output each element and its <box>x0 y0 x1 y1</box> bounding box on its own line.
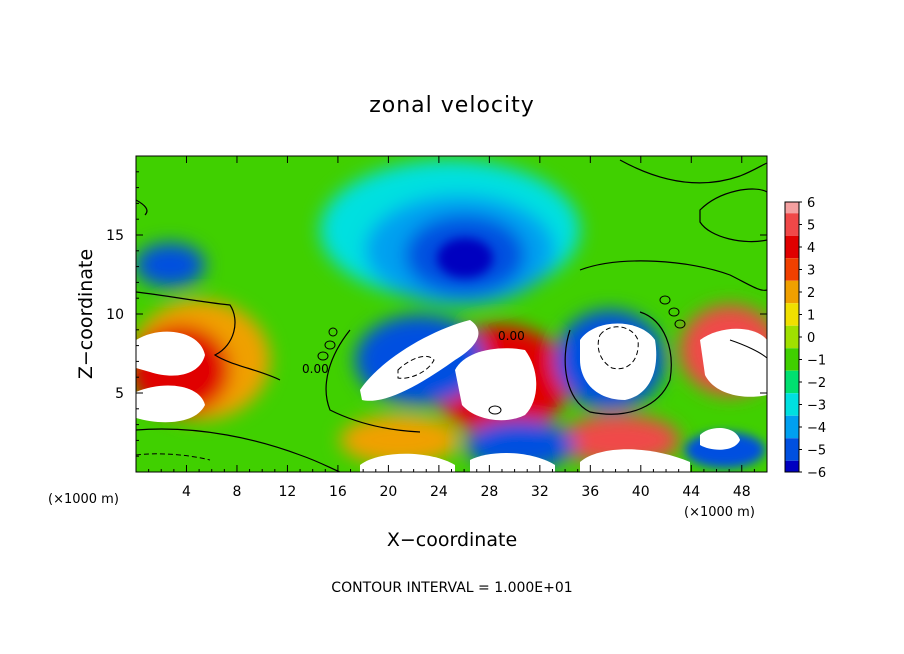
colorbar-tick-label: 2 <box>807 286 815 301</box>
colorbar-swatch <box>785 280 799 292</box>
x-tick-label: 28 <box>480 484 498 500</box>
colorbar-swatch <box>785 202 799 214</box>
colorbar-swatch <box>785 269 799 281</box>
colorbar-tick-label: 1 <box>807 309 815 324</box>
colorbar-tick-label: 4 <box>807 241 815 256</box>
y-axis-label: Z−coordinate <box>75 249 97 379</box>
colorbar-tick-label: −2 <box>807 376 826 391</box>
colorbar-tick-label: −1 <box>807 354 826 369</box>
x-unit-left: (×1000 m) <box>48 492 119 507</box>
contour-label-1: 0.00 <box>498 329 525 343</box>
y-tick-label: 5 <box>115 386 124 402</box>
colorbar-swatch <box>785 359 799 371</box>
x-tick-label: 8 <box>232 484 241 500</box>
colorbar-swatch <box>785 460 799 472</box>
colorbar-swatch <box>785 449 799 461</box>
colorbar-tick-label: −6 <box>807 466 826 481</box>
y-tick-label: 15 <box>106 228 124 244</box>
colorbar-tick-label: −5 <box>807 444 826 459</box>
chart-title: zonal velocity <box>369 93 535 118</box>
heatmap-field <box>136 156 767 472</box>
colorbar-swatch <box>785 337 799 349</box>
colorbar-tick-label: 0 <box>807 331 815 346</box>
colorbar-swatch <box>785 415 799 427</box>
colorbar-tick-label: 5 <box>807 219 815 234</box>
x-tick-label: 20 <box>379 484 397 500</box>
x-axis-label: X−coordinate <box>387 529 517 551</box>
contour-label-2: 0.00 <box>302 362 329 376</box>
x-axis-ticks: 4 8 12 16 20 24 28 32 36 40 44 48 <box>148 156 755 500</box>
x-tick-label: 32 <box>531 484 549 500</box>
colorbar-swatch <box>785 393 799 405</box>
colorbar-swatch <box>785 303 799 315</box>
colorbar-swatch <box>785 382 799 394</box>
x-tick-label: 48 <box>733 484 751 500</box>
colorbar-swatch <box>785 258 799 270</box>
colorbar-tick-label: 6 <box>807 196 815 211</box>
colorbar-swatch <box>785 325 799 337</box>
x-tick-label: 40 <box>632 484 650 500</box>
x-tick-label: 24 <box>430 484 448 500</box>
contour-interval-footer: CONTOUR INTERVAL = 1.000E+01 <box>331 580 572 596</box>
colorbar-swatch <box>785 213 799 225</box>
y-tick-label: 10 <box>106 307 124 323</box>
x-tick-label: 12 <box>279 484 297 500</box>
colorbar-tick-label: −3 <box>807 399 826 414</box>
colorbar-swatch <box>785 370 799 382</box>
colorbar-swatch <box>785 427 799 439</box>
y-axis-ticks: 5 10 15 <box>106 171 767 457</box>
x-unit-right: (×1000 m) <box>684 505 755 520</box>
colorbar-swatch <box>785 235 799 247</box>
colorbar-swatch <box>785 404 799 416</box>
colorbar-swatch <box>785 348 799 360</box>
colorbar-swatch <box>785 438 799 450</box>
x-tick-label: 36 <box>581 484 599 500</box>
colorbar: 6 5 4 3 2 1 0 −1 −2 −3 −4 −5 −6 <box>784 196 826 481</box>
colorbar-tick-label: 3 <box>807 264 815 279</box>
colorbar-swatch <box>785 247 799 259</box>
x-tick-label: 44 <box>682 484 700 500</box>
colorbar-swatch <box>785 314 799 326</box>
colorbar-tick-label: −4 <box>807 421 826 436</box>
colorbar-swatch <box>785 292 799 304</box>
x-tick-label: 16 <box>329 484 347 500</box>
x-tick-label: 4 <box>182 484 191 500</box>
colorbar-swatch <box>785 224 799 236</box>
